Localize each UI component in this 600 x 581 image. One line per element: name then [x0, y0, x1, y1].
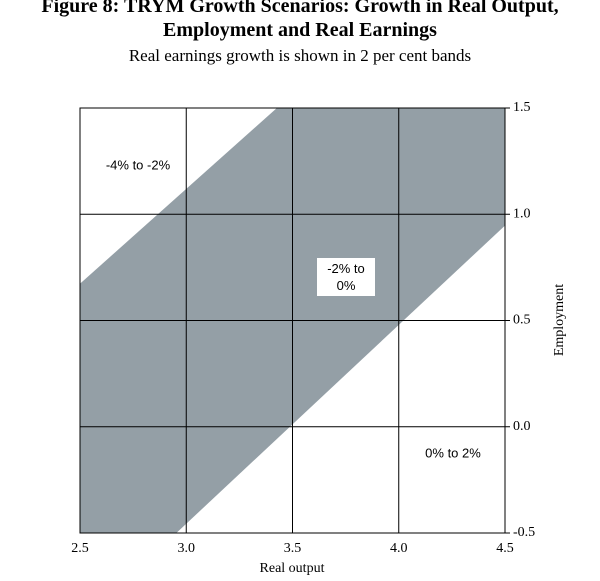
chart-subtitle: Real earnings growth is shown in 2 per c…: [128, 46, 472, 65]
band-boundary: [175, 224, 506, 534]
plot-frame: [79, 107, 506, 534]
y-tick-label: 0.5: [513, 313, 531, 328]
x-tick-label: 4.0: [390, 541, 408, 556]
y-tick-label: 0.0: [513, 419, 531, 434]
x-tick-label: 2.5: [71, 541, 89, 556]
band-label: 0% to 2%: [410, 442, 496, 464]
band-label: -4% to -2%: [95, 154, 181, 176]
chart-title: Figure 8: TRYM Growth Scenarios: Growth …: [0, 0, 600, 42]
y-axis-label: Employment: [552, 284, 567, 356]
band-label: -2% to 0%: [317, 258, 375, 296]
y-tick-label: -0.5: [513, 525, 535, 540]
x-tick-label: 4.5: [496, 541, 514, 556]
x-tick-label: 3.0: [178, 541, 196, 556]
x-axis-label: Real output: [260, 561, 325, 576]
chart-title-text: Figure 8: TRYM Growth Scenarios: Growth …: [41, 0, 559, 41]
y-tick-label: 1.0: [513, 206, 531, 221]
x-tick-label: 3.5: [284, 541, 302, 556]
y-tick-label: 1.5: [513, 100, 531, 115]
band-boundary: [79, 107, 278, 285]
